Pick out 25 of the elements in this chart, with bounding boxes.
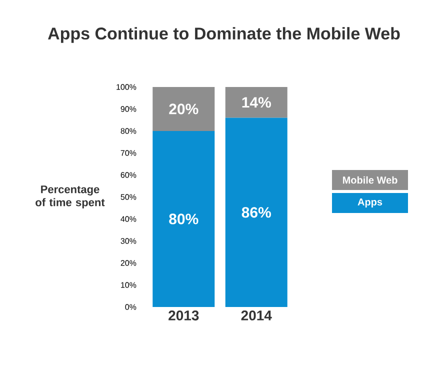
data-label: 20% bbox=[169, 104, 198, 114]
text: Apps bbox=[358, 198, 382, 208]
bar bbox=[152, 130, 215, 307]
y-tick-label: 90% bbox=[120, 106, 136, 112]
data-label: 14% bbox=[242, 97, 271, 108]
bar bbox=[225, 86, 288, 118]
y-tick-label: 50% bbox=[120, 194, 136, 200]
y-tick-label: 0% bbox=[125, 304, 136, 310]
y-tick-label: 60% bbox=[120, 172, 136, 178]
y-tick-label: 10% bbox=[121, 282, 136, 288]
x-tick-label: 2013 bbox=[168, 310, 199, 320]
data-label: 86% bbox=[242, 207, 271, 218]
y-tick-label: 30% bbox=[120, 238, 136, 244]
x-tick-label: 2014 bbox=[241, 310, 272, 320]
data-label: 80% bbox=[169, 214, 198, 224]
y-tick-label: 100% bbox=[116, 84, 136, 90]
bar bbox=[152, 86, 215, 131]
y-tick-label: 20% bbox=[120, 260, 136, 266]
text: Mobile Web bbox=[342, 176, 398, 184]
y-tick-label: 80% bbox=[120, 128, 136, 134]
chart-title: Apps Continue to Dominate the Mobile Web bbox=[48, 27, 400, 43]
bar bbox=[225, 118, 288, 307]
y-tick-label: 70% bbox=[120, 150, 136, 156]
y-tick-label: 40% bbox=[120, 216, 136, 222]
y-axis-title: Percentage of time spent bbox=[36, 186, 105, 208]
